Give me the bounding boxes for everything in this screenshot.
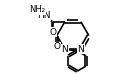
Text: N: N [62,45,68,54]
Text: O: O [49,28,56,37]
Text: HN: HN [37,11,50,20]
Text: O: O [53,42,60,51]
Text: NH₂: NH₂ [29,5,45,14]
Text: N: N [77,45,84,54]
